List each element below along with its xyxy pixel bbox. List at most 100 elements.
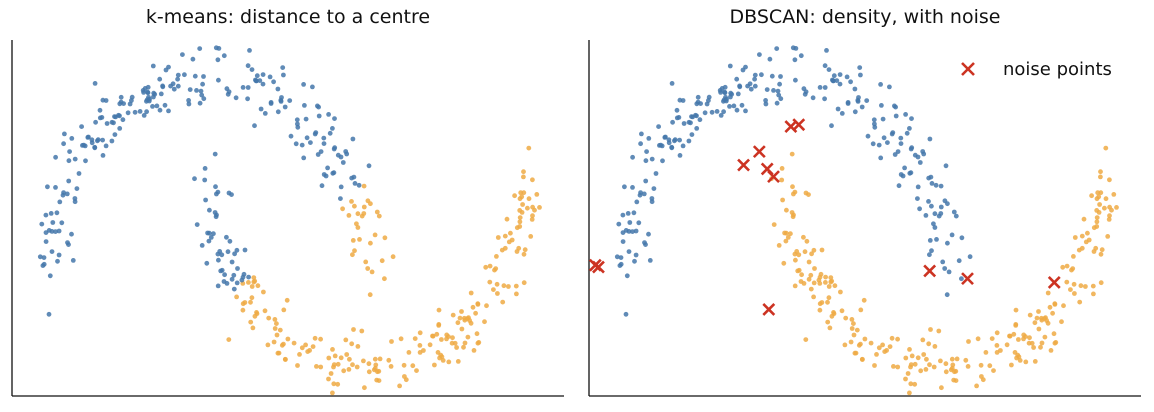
data-point	[858, 341, 863, 347]
data-point	[858, 72, 863, 78]
data-point	[810, 95, 816, 101]
data-point	[624, 273, 630, 279]
noise-point	[792, 118, 806, 132]
data-point	[695, 94, 701, 100]
data-point	[247, 48, 252, 53]
data-point	[778, 96, 784, 102]
data-point	[525, 205, 530, 211]
data-point	[822, 63, 828, 69]
plot-area-left	[11, 40, 564, 397]
data-point	[462, 340, 468, 346]
data-point	[1090, 283, 1096, 289]
data-point	[771, 88, 776, 93]
data-point	[318, 149, 324, 155]
data-point	[848, 339, 854, 345]
data-point	[197, 46, 203, 51]
data-point	[271, 79, 276, 85]
data-point	[117, 113, 122, 119]
data-point	[808, 286, 814, 292]
data-point	[160, 83, 166, 89]
data-point	[216, 257, 221, 263]
data-point	[838, 289, 843, 295]
data-point	[318, 364, 324, 370]
data-point	[859, 104, 865, 110]
noise-point	[961, 272, 974, 286]
data-point	[874, 352, 879, 357]
data-point	[852, 109, 858, 115]
data-point	[157, 107, 163, 113]
data-point	[482, 319, 487, 325]
data-point	[728, 90, 734, 96]
data-point	[898, 141, 904, 147]
data-point	[994, 330, 1000, 336]
data-point	[450, 312, 456, 318]
data-point	[86, 134, 91, 140]
data-point	[892, 152, 898, 157]
data-point	[312, 335, 318, 341]
data-point	[1026, 340, 1032, 346]
data-point	[382, 235, 388, 241]
data-point	[97, 107, 103, 113]
data-point	[1079, 233, 1085, 239]
data-point	[56, 228, 62, 234]
data-point	[301, 82, 306, 87]
data-point	[944, 292, 950, 298]
data-point	[774, 100, 780, 106]
data-point	[468, 290, 474, 296]
data-point	[1036, 309, 1041, 314]
data-point	[695, 99, 701, 105]
data-point	[192, 176, 197, 182]
data-point	[780, 197, 785, 203]
data-point	[908, 381, 914, 387]
data-point	[365, 266, 371, 271]
data-point	[769, 73, 775, 79]
data-point	[521, 174, 526, 180]
data-point	[331, 362, 337, 367]
data-point	[1071, 281, 1077, 287]
data-point	[61, 141, 66, 147]
data-point	[987, 363, 993, 369]
data-point	[880, 116, 886, 122]
data-point	[192, 73, 198, 79]
data-point	[931, 364, 937, 370]
noise-point	[737, 158, 750, 172]
data-point	[350, 238, 356, 243]
data-point	[109, 138, 115, 144]
data-point	[344, 151, 350, 157]
data-point	[352, 203, 357, 209]
data-point	[377, 356, 383, 362]
data-point	[427, 342, 433, 348]
data-point	[227, 238, 233, 244]
data-point	[467, 318, 472, 323]
data-point	[99, 115, 105, 120]
data-point	[520, 202, 525, 207]
data-point	[783, 238, 789, 244]
data-point	[887, 84, 892, 90]
data-point	[651, 186, 657, 192]
data-point	[686, 138, 692, 144]
data-point	[93, 119, 98, 125]
data-point	[366, 361, 372, 367]
data-point	[1034, 315, 1040, 321]
data-point	[842, 342, 848, 348]
data-point	[254, 73, 260, 79]
data-point	[1071, 254, 1076, 259]
data-point	[949, 356, 955, 362]
data-point	[284, 297, 290, 303]
data-point	[438, 352, 444, 358]
data-point	[994, 350, 1000, 355]
data-point	[46, 311, 52, 317]
data-point	[285, 336, 291, 342]
data-point	[923, 367, 929, 372]
data-point	[316, 104, 321, 110]
data-point	[484, 303, 489, 309]
data-point	[777, 81, 782, 87]
data-point	[923, 213, 929, 218]
data-point	[843, 315, 849, 321]
data-point	[978, 362, 984, 368]
data-point	[943, 361, 949, 367]
data-point	[518, 190, 524, 196]
data-point	[938, 358, 943, 364]
data-point	[43, 212, 49, 218]
data-point	[647, 258, 653, 263]
